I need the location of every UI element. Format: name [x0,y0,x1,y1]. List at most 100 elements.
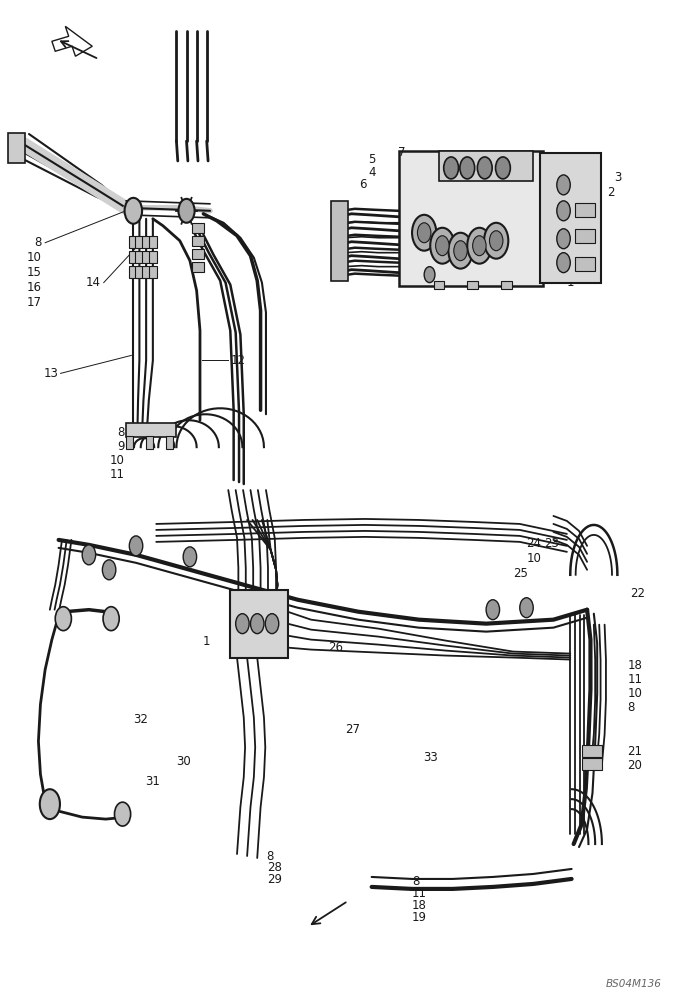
Text: 13: 13 [44,367,59,380]
Circle shape [265,614,279,634]
Text: 14: 14 [86,276,101,289]
Circle shape [251,614,264,634]
Bar [142,251,150,263]
Text: 20: 20 [627,759,642,772]
Text: 31: 31 [145,775,160,788]
Bar [128,236,137,248]
Bar [439,151,533,181]
Bar [575,203,595,217]
Circle shape [496,157,510,179]
Text: 11: 11 [110,468,124,481]
Circle shape [178,199,195,223]
Bar [126,423,176,437]
Text: 18: 18 [627,659,642,672]
Circle shape [183,547,197,567]
Polygon shape [52,26,92,56]
Circle shape [473,236,486,256]
Text: 15: 15 [27,266,42,279]
Circle shape [557,253,571,273]
Text: 8: 8 [266,850,274,863]
Circle shape [477,157,492,179]
Text: 1: 1 [203,635,210,648]
Bar [135,266,143,278]
Bar [149,251,157,263]
Circle shape [418,223,431,243]
Circle shape [557,175,571,195]
Bar [433,281,444,289]
Text: 25: 25 [513,567,528,580]
Text: 17: 17 [27,296,42,309]
Circle shape [520,598,533,618]
Circle shape [489,231,503,251]
Bar [582,758,602,770]
Bar [146,436,153,449]
Circle shape [557,201,571,221]
Bar [575,257,595,271]
Circle shape [129,536,143,556]
Circle shape [557,229,571,249]
Text: 2: 2 [607,186,614,199]
Text: 8: 8 [117,426,124,439]
Circle shape [460,157,475,179]
Text: 23: 23 [544,537,559,550]
Circle shape [55,607,72,631]
Circle shape [443,157,458,179]
Text: 22: 22 [630,587,645,600]
Bar [128,251,137,263]
Bar [399,151,544,286]
Circle shape [424,267,435,283]
Bar [540,153,600,283]
Bar [467,281,478,289]
Circle shape [82,545,95,565]
Bar [192,262,204,272]
Text: 24: 24 [527,537,541,550]
Circle shape [467,228,491,264]
Bar [149,266,157,278]
Bar [135,251,143,263]
Text: 26: 26 [329,641,343,654]
Text: 7: 7 [397,146,406,159]
Text: 9: 9 [117,440,124,453]
Text: 11: 11 [627,673,642,686]
Circle shape [102,560,116,580]
Bar [331,201,348,281]
Circle shape [103,607,119,631]
Bar [231,590,287,658]
Text: 8: 8 [34,236,42,249]
Text: 10: 10 [27,251,42,264]
Circle shape [430,228,454,264]
Bar [192,223,204,233]
Bar [192,236,204,246]
Bar [142,266,150,278]
Text: 10: 10 [110,454,124,467]
Text: 19: 19 [412,911,427,924]
Text: 10: 10 [627,687,642,700]
Bar [192,249,204,259]
Bar [575,229,595,243]
Text: 33: 33 [422,751,437,764]
Text: 11: 11 [412,887,427,900]
Text: 8: 8 [412,875,419,888]
Text: 29: 29 [266,873,282,886]
Text: 8: 8 [627,701,635,714]
Circle shape [448,233,473,269]
Circle shape [114,802,130,826]
Text: 32: 32 [133,713,148,726]
Circle shape [435,236,449,256]
Text: 6: 6 [360,178,367,191]
Circle shape [454,241,467,261]
Text: 18: 18 [412,899,427,912]
Text: 3: 3 [614,171,621,184]
Text: 28: 28 [266,861,281,874]
Text: 30: 30 [176,755,191,768]
Bar [582,745,602,757]
Text: 21: 21 [627,745,642,758]
Circle shape [486,600,500,620]
Circle shape [40,789,60,819]
Circle shape [236,614,249,634]
Text: 27: 27 [345,723,360,736]
Circle shape [124,198,142,224]
Bar [135,236,143,248]
Bar [501,281,512,289]
Bar [142,236,150,248]
